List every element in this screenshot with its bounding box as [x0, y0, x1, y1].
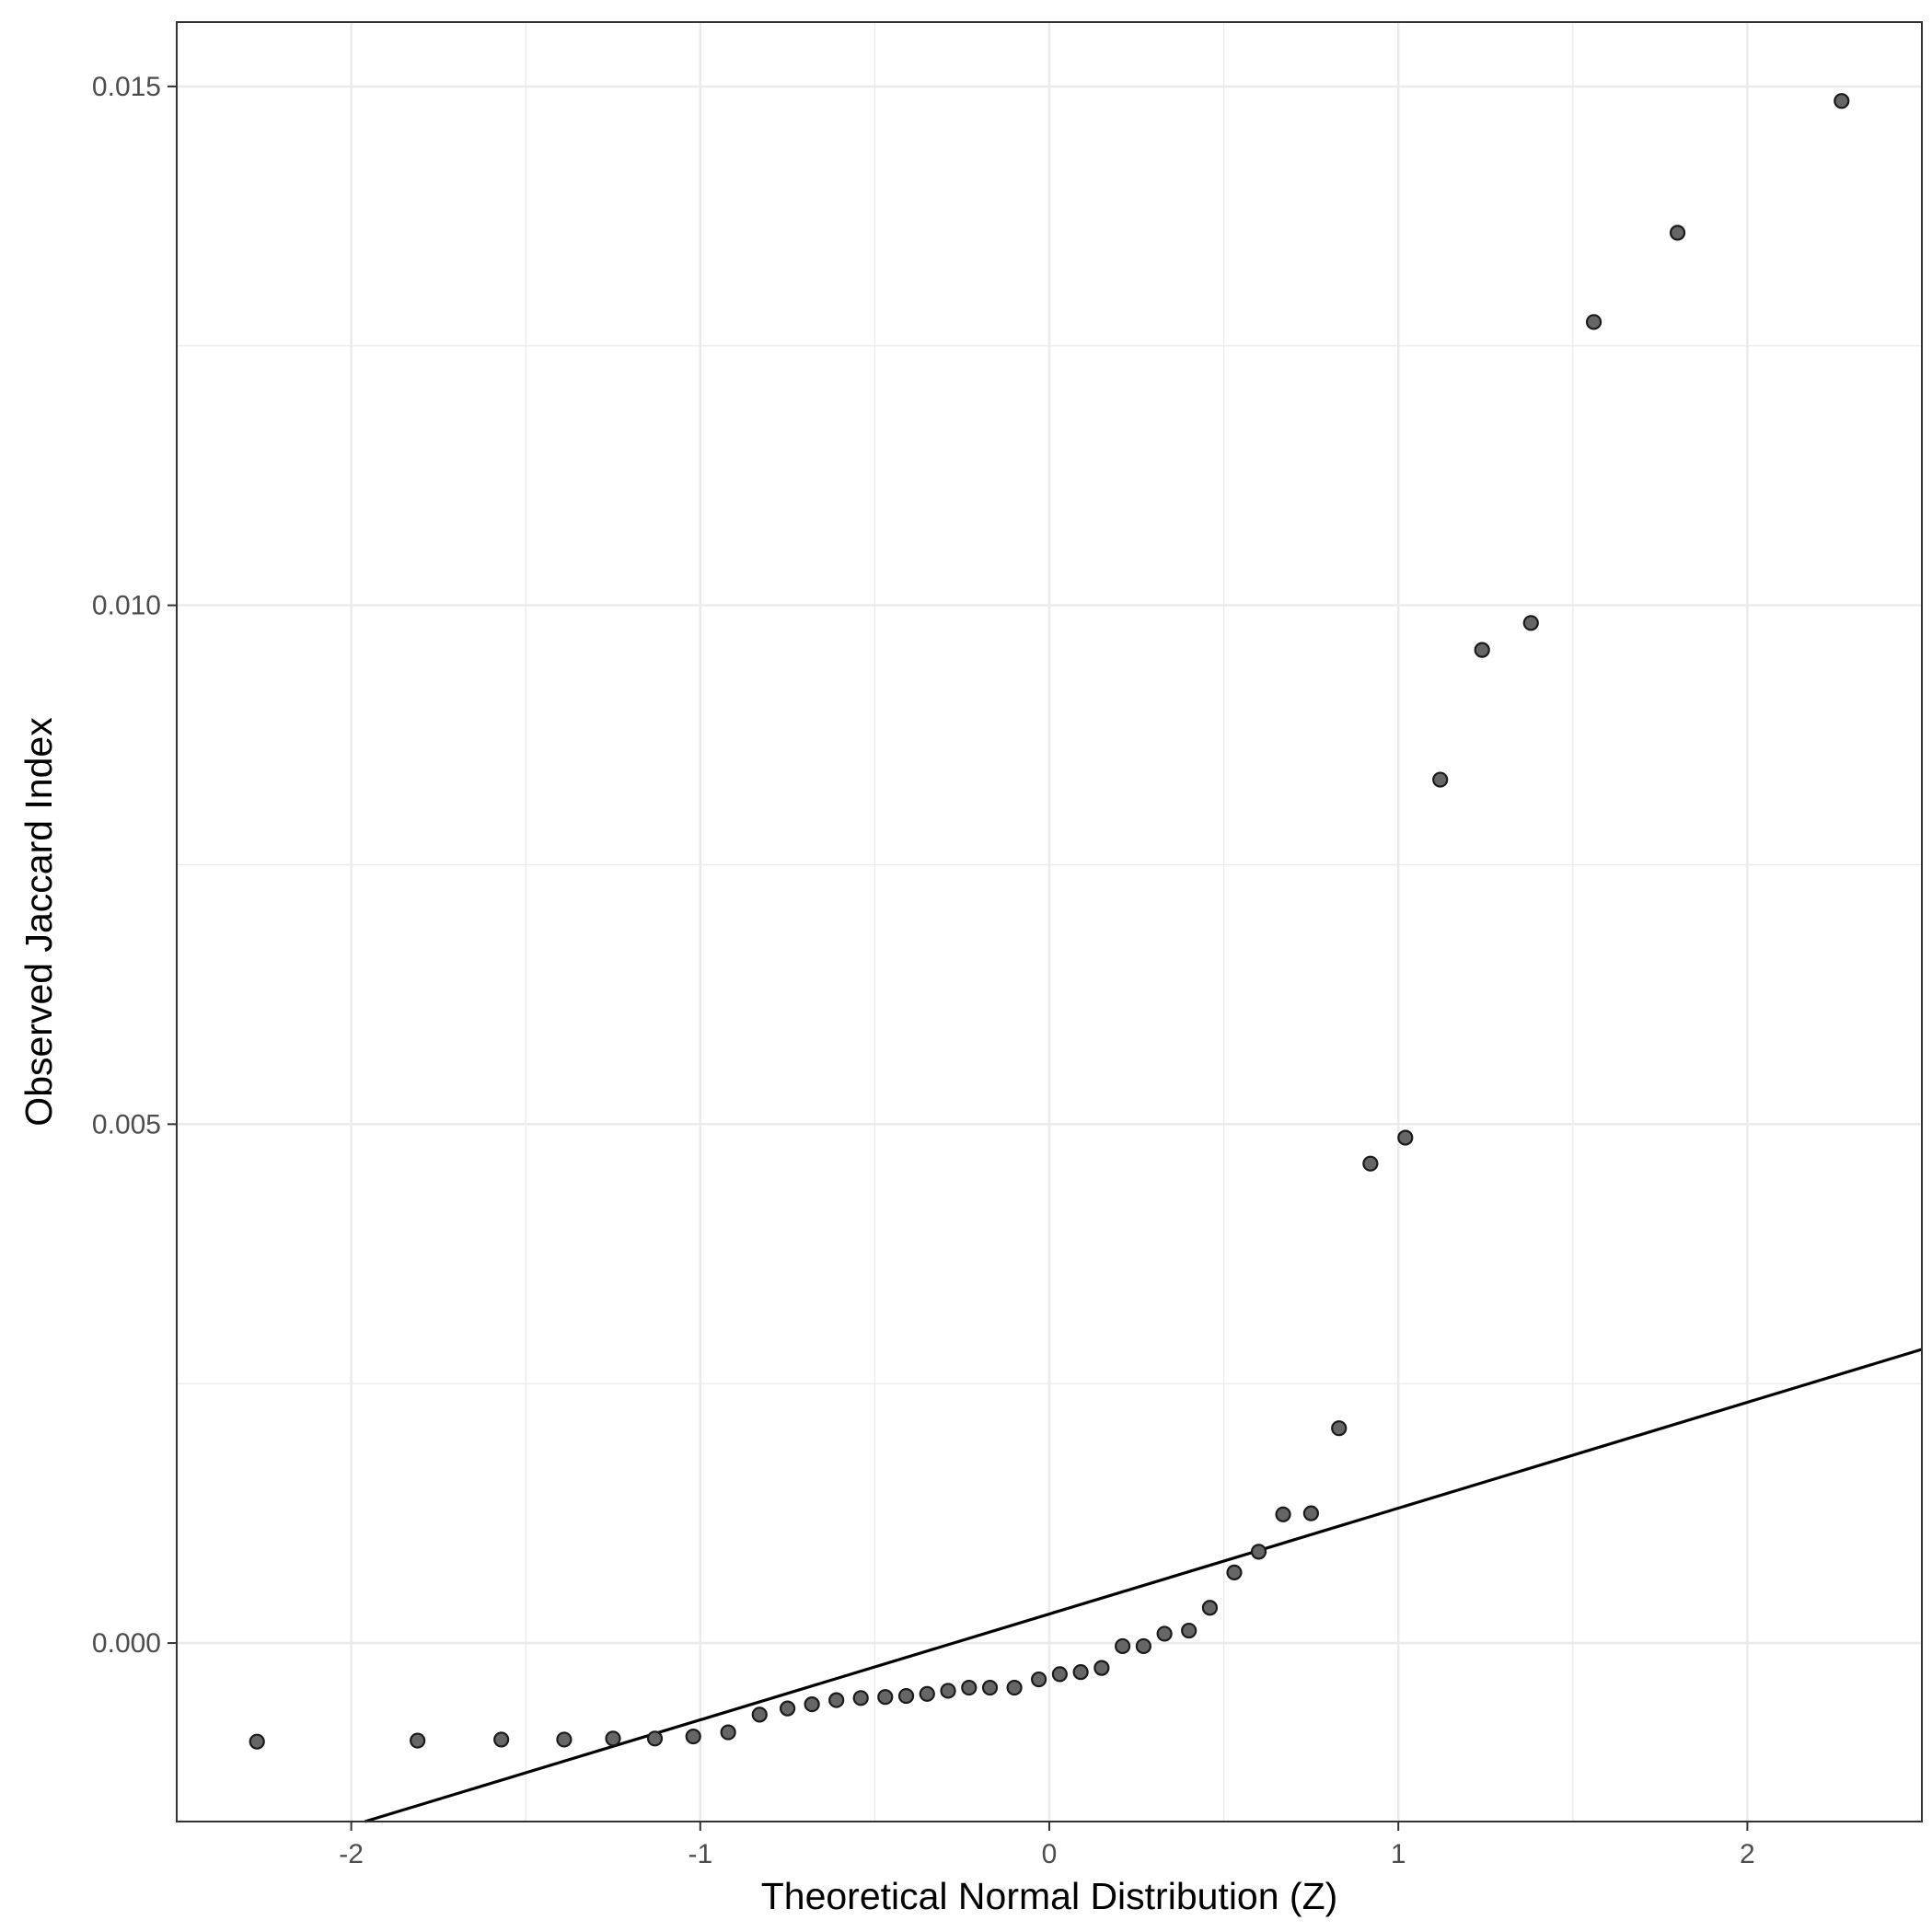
data-point	[605, 1730, 621, 1747]
data-point	[981, 1679, 999, 1696]
data-point	[897, 1687, 915, 1705]
data-point	[1115, 1637, 1131, 1655]
data-point	[249, 1733, 265, 1750]
data-points	[249, 93, 1850, 1750]
x-axis-title: Theoretical Normal Distribution (Z)	[761, 1875, 1338, 1917]
data-point	[1135, 1637, 1151, 1655]
data-point	[1093, 1660, 1110, 1676]
reference-line-group	[364, 1348, 1923, 1823]
y-axis-title: Observed Jaccard Index	[17, 717, 60, 1127]
grid-lines	[177, 22, 1922, 1822]
data-point	[1362, 1155, 1379, 1172]
data-point	[720, 1724, 736, 1741]
data-point	[1331, 1420, 1348, 1437]
data-point	[877, 1689, 894, 1706]
reference-line	[364, 1348, 1923, 1823]
data-point	[1669, 225, 1686, 241]
data-point	[493, 1731, 510, 1748]
data-point	[919, 1685, 935, 1702]
data-point	[556, 1731, 573, 1748]
y-tick-label: 0.015	[92, 72, 161, 102]
y-tick-label: 0.010	[92, 591, 161, 621]
data-point	[852, 1690, 869, 1706]
data-point	[1031, 1671, 1047, 1688]
data-point	[1250, 1544, 1267, 1560]
x-tick-label: -1	[688, 1839, 712, 1869]
data-point	[804, 1695, 820, 1713]
data-point	[410, 1732, 426, 1749]
data-point	[685, 1728, 701, 1745]
data-point	[1474, 642, 1490, 658]
data-point	[961, 1679, 978, 1696]
y-tick-label: 0.005	[92, 1109, 161, 1140]
data-point	[1181, 1622, 1197, 1639]
data-point	[1201, 1600, 1219, 1616]
data-point	[1432, 771, 1449, 788]
data-point	[751, 1706, 768, 1723]
data-point	[1156, 1625, 1173, 1642]
data-point	[828, 1692, 845, 1708]
axes: -2 -1 0 1 2 0.000 0.005 0.010 0.015	[92, 72, 1755, 1869]
y-tick-label: 0.000	[92, 1628, 161, 1659]
data-point	[1226, 1564, 1243, 1581]
data-point	[1072, 1664, 1089, 1681]
data-point	[1397, 1129, 1414, 1146]
data-point	[1051, 1666, 1068, 1683]
data-point	[1585, 314, 1602, 330]
data-point	[1834, 93, 1850, 110]
x-tick-label: -2	[339, 1839, 364, 1869]
data-point	[1522, 615, 1539, 631]
data-point	[779, 1700, 796, 1717]
x-tick-label: 0	[1042, 1839, 1058, 1869]
data-point	[1006, 1679, 1023, 1696]
x-tick-label: 1	[1391, 1839, 1406, 1869]
x-tick-label: 2	[1740, 1839, 1755, 1869]
data-point	[1302, 1505, 1320, 1521]
data-point	[940, 1683, 956, 1699]
data-point	[646, 1730, 664, 1747]
data-point	[1275, 1506, 1291, 1522]
